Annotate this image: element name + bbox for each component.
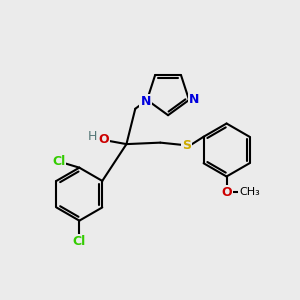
Text: Cl: Cl bbox=[73, 235, 86, 248]
Text: S: S bbox=[182, 139, 191, 152]
Text: N: N bbox=[189, 93, 200, 106]
Text: N: N bbox=[140, 95, 151, 108]
Text: O: O bbox=[221, 186, 232, 199]
Text: CH₃: CH₃ bbox=[239, 187, 260, 197]
Text: Cl: Cl bbox=[52, 155, 65, 168]
Text: H: H bbox=[88, 130, 97, 143]
Text: O: O bbox=[98, 134, 109, 146]
